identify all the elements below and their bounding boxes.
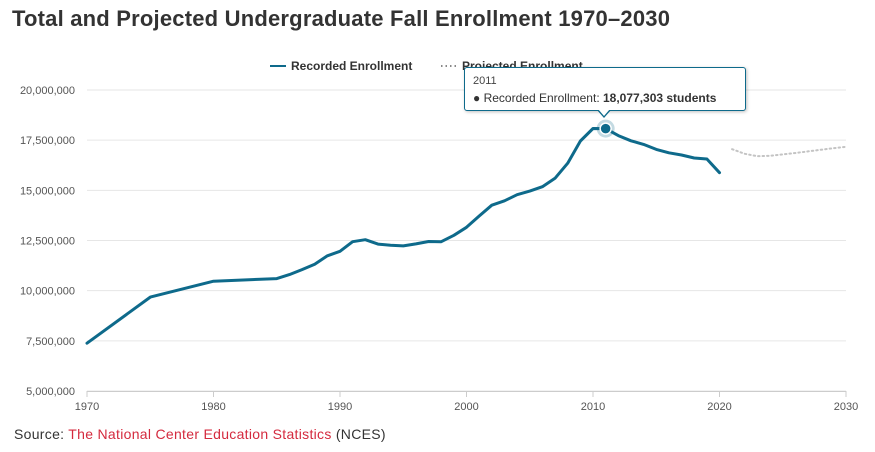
x-tick-label: 2010 xyxy=(581,401,605,413)
projected-enrollment-line xyxy=(731,145,847,158)
y-tick-label: 5,000,000 xyxy=(26,386,75,398)
highlight-point xyxy=(599,122,612,135)
legend-recorded-label: Recorded Enrollment xyxy=(291,59,412,73)
tooltip-row: ● Recorded Enrollment: 18,077,303 studen… xyxy=(473,90,737,106)
y-tick-label: 20,000,000 xyxy=(20,85,75,97)
y-tick-label: 12,500,000 xyxy=(20,236,75,248)
y-tick-label: 10,000,000 xyxy=(20,286,75,298)
source-suffix: (NCES) xyxy=(331,426,386,442)
source-prefix: Source: xyxy=(14,426,69,442)
x-tick-label: 1970 xyxy=(75,401,99,413)
tooltip-year: 2011 xyxy=(473,75,497,87)
tooltip-value: 18,077,303 students xyxy=(602,91,717,105)
source-note: Source: The National Center Education St… xyxy=(14,426,386,442)
x-tick-label: 1980 xyxy=(201,401,225,413)
x-tick-label: 1990 xyxy=(328,401,352,413)
x-tick-label: 2030 xyxy=(834,401,858,413)
x-tick-label: 2020 xyxy=(707,401,731,413)
y-tick-label: 7,500,000 xyxy=(26,336,75,348)
tooltip-series-label: Recorded Enrollment: xyxy=(483,91,603,105)
y-tick-label: 17,500,000 xyxy=(20,135,75,147)
chart-title: Total and Projected Undergraduate Fall E… xyxy=(12,6,671,31)
data-tooltip: 2011 ● Recorded Enrollment: 18,077,303 s… xyxy=(464,67,746,111)
source-link[interactable]: The National Center Education Statistics xyxy=(68,426,332,442)
y-tick-label: 15,000,000 xyxy=(20,185,75,197)
tooltip-pointer-fill xyxy=(598,109,610,116)
x-tick-label: 2000 xyxy=(454,401,478,413)
recorded-enrollment-line xyxy=(85,127,721,345)
tooltip-bullet-icon: ● xyxy=(473,91,484,105)
